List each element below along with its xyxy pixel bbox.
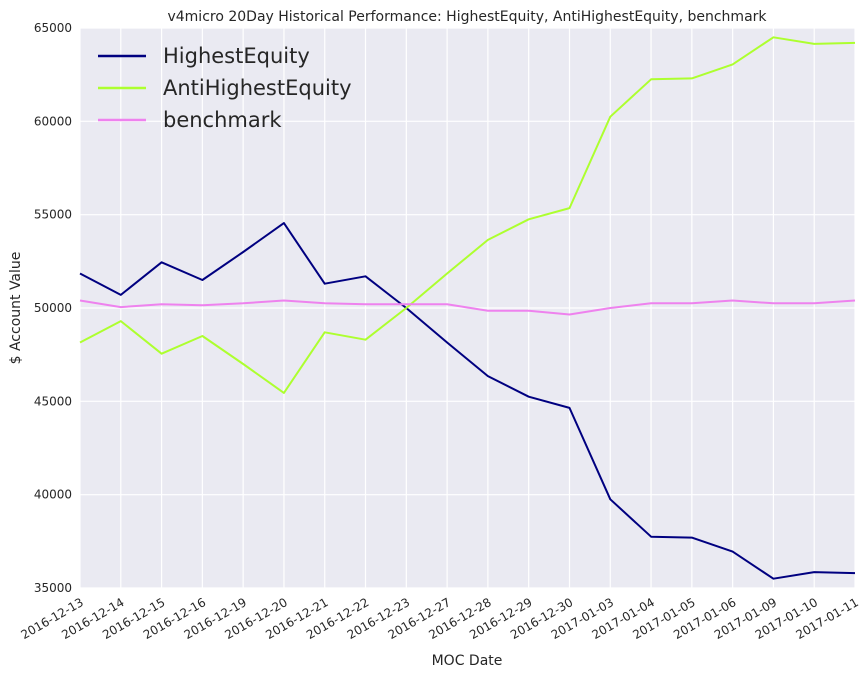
y-tick-label: 55000 (34, 208, 72, 222)
legend: HighestEquity AntiHighestEquity benchmark (98, 44, 352, 132)
series-line-AntiHighestEquity (79, 36, 856, 394)
y-axis-label: $ Account Value (8, 252, 24, 365)
series-lines (79, 36, 856, 580)
y-tick-label: 40000 (34, 488, 72, 502)
legend-label: HighestEquity (163, 44, 310, 68)
y-tick-label: 35000 (34, 581, 72, 595)
x-axis-label: MOC Date (432, 653, 503, 669)
series-line-HighestEquity (79, 222, 856, 580)
legend-label: AntiHighestEquity (163, 76, 352, 100)
y-tick-label: 60000 (34, 114, 72, 128)
x-tick-labels: 2016-12-132016-12-142016-12-152016-12-16… (18, 595, 860, 642)
grid (79, 27, 856, 589)
series-line-benchmark (79, 299, 856, 316)
y-tick-labels: 35000 40000 45000 50000 55000 60000 65000 (34, 21, 72, 595)
legend-label: benchmark (163, 108, 282, 132)
chart-title: v4micro 20Day Historical Performance: Hi… (167, 9, 767, 25)
y-tick-label: 50000 (34, 301, 72, 315)
y-tick-label: 45000 (34, 394, 72, 408)
y-tick-label: 65000 (34, 21, 72, 35)
